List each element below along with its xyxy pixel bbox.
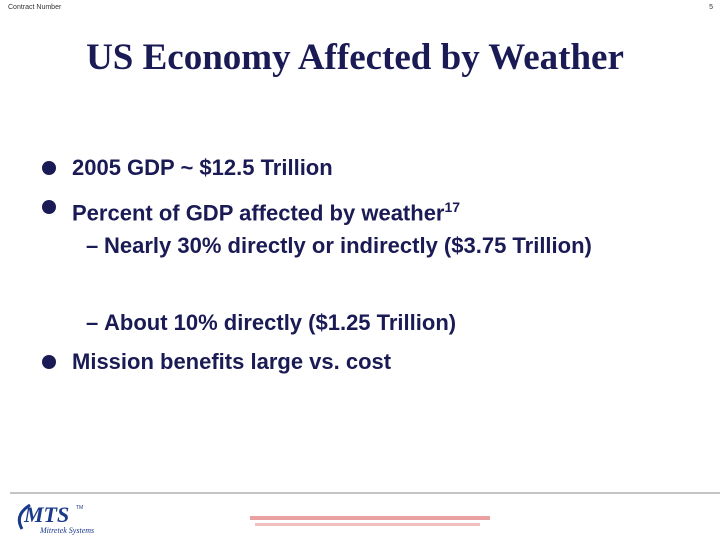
footer: MTS TM Mitretek Systems bbox=[10, 492, 720, 535]
footnote-ref: 17 bbox=[444, 199, 461, 215]
bullet-dot bbox=[42, 161, 56, 175]
footer-decoration bbox=[250, 516, 490, 520]
bullet: Mission benefits large vs. cost bbox=[72, 349, 392, 374]
trademark: TM bbox=[76, 505, 83, 511]
bullet: Percent of GDP affected by weather17 bbox=[72, 188, 460, 232]
sub-bullet: About 10% directly ($1.25 Trillion) bbox=[104, 310, 457, 335]
company-name: Mitretek Systems bbox=[39, 526, 94, 535]
sub-bullet: Nearly 30% directly or indirectly ($3.75… bbox=[104, 233, 592, 258]
sub-dash: – bbox=[86, 233, 99, 258]
footer-decoration bbox=[255, 523, 480, 526]
slide-title: US Economy Affected by Weather bbox=[86, 37, 624, 78]
contract-number: Contract Number bbox=[8, 4, 62, 11]
bullet: 2005 GDP ~ $12.5 Trillion bbox=[72, 155, 333, 180]
bullet-dot bbox=[42, 355, 56, 369]
page-number: 5 bbox=[709, 4, 713, 11]
sub-dash: – bbox=[86, 310, 99, 335]
logo: MTS bbox=[23, 502, 69, 527]
bullet-text: Percent of GDP affected by weather bbox=[72, 200, 445, 226]
bullet-dot bbox=[42, 200, 56, 214]
logo-swoosh bbox=[17, 503, 31, 530]
